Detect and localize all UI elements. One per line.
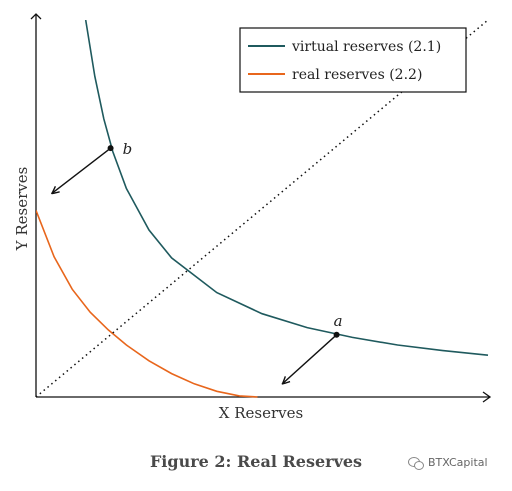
y-axis-arrowhead	[30, 13, 42, 20]
point-b	[107, 145, 114, 152]
point-label-b: b	[123, 140, 133, 158]
x-axis-label: X Reserves	[219, 404, 303, 422]
point-a	[333, 331, 340, 338]
shift-arrowhead-1	[281, 376, 291, 385]
shift-arrowhead-0	[51, 185, 60, 195]
legend-box	[239, 27, 467, 93]
series-line-0	[84, 20, 489, 356]
shift-arrow-1	[281, 334, 338, 385]
wechat-icon	[408, 456, 424, 470]
x-axis-arrowhead	[482, 391, 492, 403]
figure-caption: Figure 2: Real Reserves	[149, 452, 363, 471]
legend-label-0: virtual reserves (2.1)	[291, 39, 441, 55]
series-line-1	[36, 210, 258, 398]
legend-label-1: real reserves (2.2)	[292, 67, 422, 83]
point-label-a: a	[334, 312, 343, 330]
watermark-text: BTXCapital	[428, 456, 488, 469]
shift-arrow-0	[51, 147, 112, 194]
watermark: BTXCapital	[408, 456, 488, 470]
y-axis-label: Y Reserves	[13, 167, 31, 252]
